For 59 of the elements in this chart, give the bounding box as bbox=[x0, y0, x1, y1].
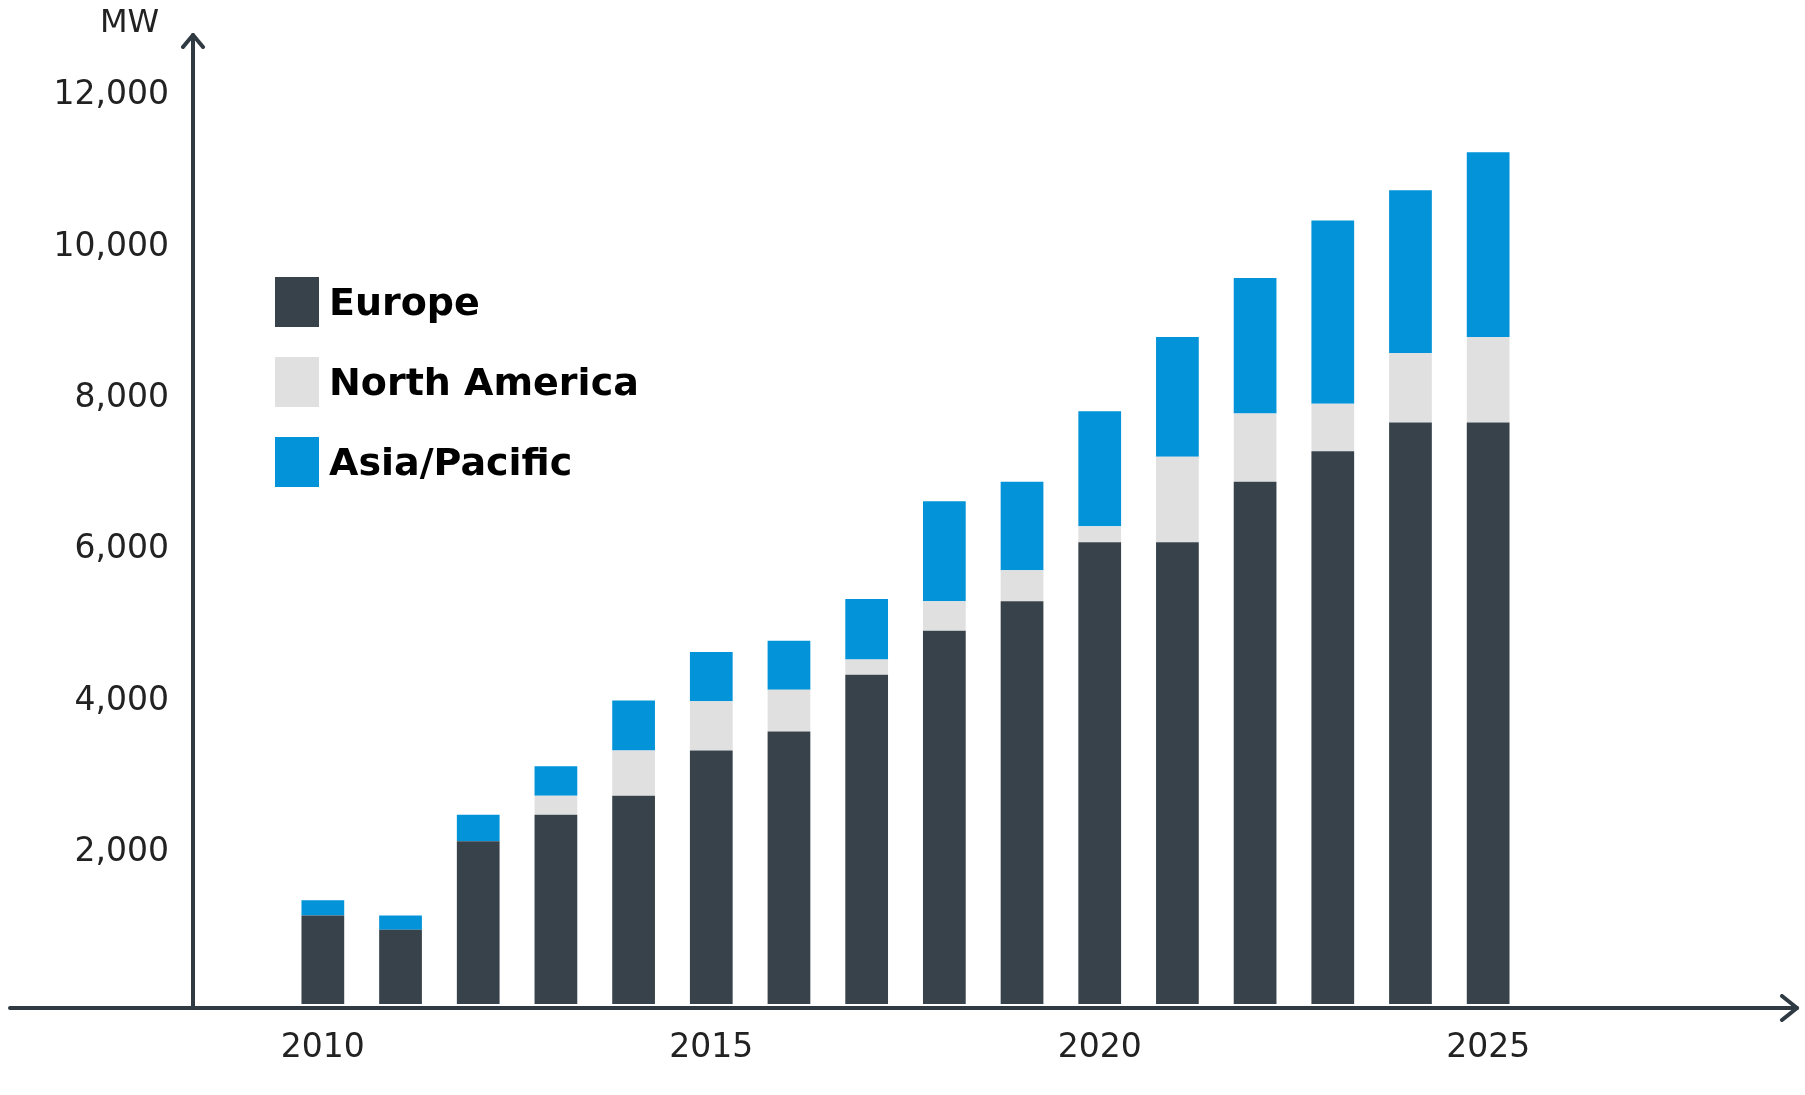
bar bbox=[1311, 451, 1355, 1004]
bar bbox=[1466, 422, 1510, 1004]
bar bbox=[379, 915, 422, 930]
bar bbox=[1233, 413, 1277, 482]
bar bbox=[1078, 411, 1122, 527]
bar bbox=[1233, 481, 1277, 1004]
bar bbox=[612, 700, 655, 751]
legend-label: Asia/Pacific bbox=[329, 440, 573, 484]
bar bbox=[612, 750, 655, 796]
bar bbox=[456, 841, 500, 1004]
bar bbox=[1389, 190, 1432, 353]
bar bbox=[456, 814, 500, 842]
bar bbox=[1000, 601, 1044, 1004]
bar bbox=[1156, 456, 1199, 543]
x-tick-label: 2015 bbox=[669, 1026, 754, 1066]
bar bbox=[1000, 570, 1044, 602]
bar bbox=[534, 814, 578, 1004]
bar bbox=[689, 651, 733, 702]
bar bbox=[767, 689, 811, 732]
bar bbox=[689, 750, 733, 1004]
y-tick-label: 10,000 bbox=[53, 224, 169, 264]
bar bbox=[767, 640, 811, 690]
bar bbox=[845, 659, 889, 675]
x-tick-label: 2020 bbox=[1057, 1026, 1142, 1066]
legend-label: North America bbox=[329, 360, 639, 404]
bar bbox=[1156, 337, 1199, 457]
y-tick-label: 12,000 bbox=[53, 73, 169, 113]
bar bbox=[1466, 152, 1510, 338]
bar bbox=[1389, 352, 1432, 423]
bar bbox=[922, 630, 966, 1004]
bar bbox=[1000, 481, 1044, 571]
bar bbox=[379, 929, 422, 1004]
bar bbox=[1466, 337, 1510, 423]
bar bbox=[1156, 542, 1199, 1004]
bar bbox=[1078, 526, 1122, 543]
bar bbox=[612, 795, 655, 1004]
bar bbox=[534, 766, 578, 796]
bar bbox=[1311, 403, 1355, 452]
bar bbox=[1311, 220, 1355, 404]
bar bbox=[845, 674, 889, 1004]
bar bbox=[922, 601, 966, 631]
bar bbox=[1233, 278, 1277, 414]
x-tick-label: 2010 bbox=[280, 1026, 365, 1066]
bar bbox=[689, 701, 733, 751]
y-tick-label: 4,000 bbox=[74, 678, 169, 718]
bar bbox=[1078, 542, 1122, 1004]
bar bbox=[845, 598, 889, 660]
y-axis-title: MW bbox=[100, 2, 160, 40]
bar bbox=[767, 731, 811, 1004]
bar bbox=[534, 795, 578, 815]
bar bbox=[1389, 422, 1432, 1004]
legend-label: Europe bbox=[329, 280, 480, 324]
bar bbox=[301, 900, 345, 916]
x-tick-label: 2025 bbox=[1446, 1026, 1531, 1066]
y-tick-label: 8,000 bbox=[74, 375, 169, 415]
y-tick-label: 6,000 bbox=[74, 527, 169, 567]
bar bbox=[301, 915, 345, 1004]
bar bbox=[922, 501, 966, 602]
y-tick-label: 2,000 bbox=[74, 830, 169, 870]
